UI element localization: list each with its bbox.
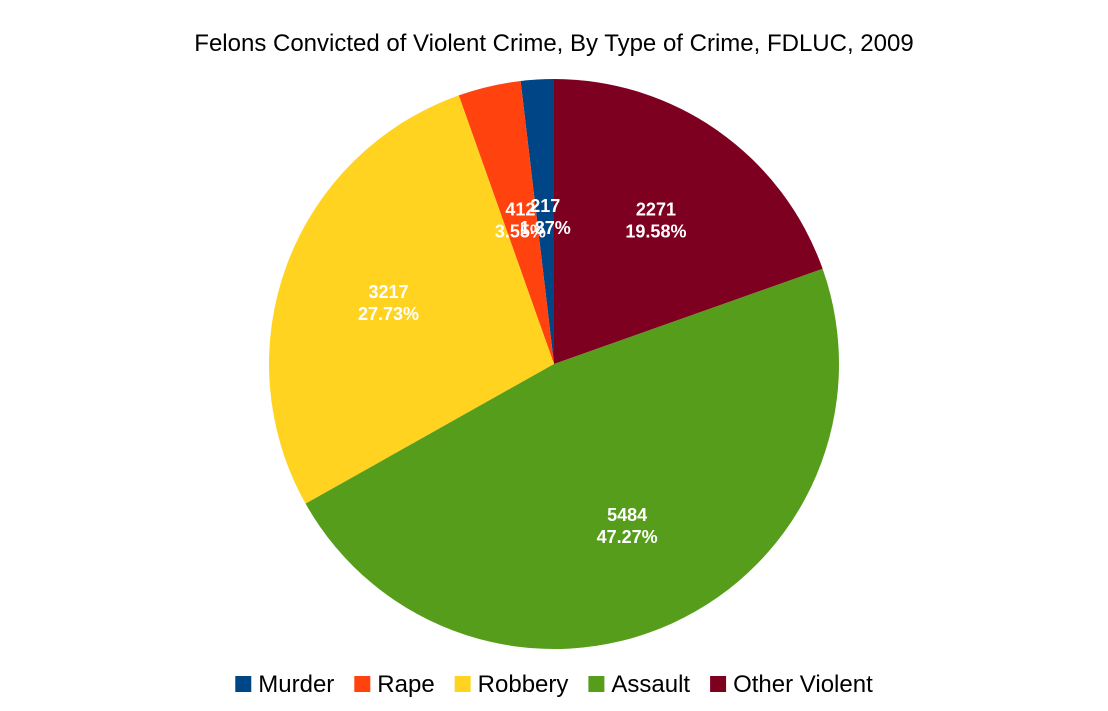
pie-slice-rape — [458, 80, 554, 364]
legend-label-murder: Murder — [258, 671, 334, 698]
pie-slice-other-violent — [554, 79, 823, 364]
slice-percent-label-assault: 47.27% — [597, 527, 658, 547]
slice-percent-label-rape: 3.55% — [495, 222, 546, 242]
legend-swatch-murder — [235, 676, 252, 692]
pie-slice-assault — [305, 268, 839, 649]
legend-label-other-violent: Other Violent — [733, 671, 873, 698]
legend-label-assault: Assault — [611, 671, 690, 698]
legend-label-robbery: Robbery — [478, 671, 569, 698]
legend-swatch-robbery — [454, 676, 471, 692]
legend-swatch-other-violent — [710, 676, 727, 692]
slice-value-label-murder: 217 — [530, 196, 560, 216]
legend-swatch-rape — [354, 676, 371, 692]
legend: Murder Rape Robbery Assault Other Violent — [235, 671, 873, 698]
slice-percent-label-other-violent: 19.58% — [625, 222, 686, 242]
legend-swatch-assault — [588, 676, 605, 692]
pie-slice-robbery — [269, 95, 554, 504]
legend-label-rape: Rape — [377, 671, 434, 698]
slice-value-label-other-violent: 2271 — [636, 200, 676, 220]
slice-percent-label-murder: 1.87% — [520, 218, 571, 238]
slice-percent-label-robbery: 27.73% — [358, 304, 419, 324]
slice-value-label-robbery: 3217 — [369, 282, 409, 302]
slice-value-label-assault: 5484 — [607, 505, 647, 525]
pie-slice-murder — [520, 79, 554, 364]
chart-title: Felons Convicted of Violent Crime, By Ty… — [194, 30, 913, 57]
pie-slices — [269, 79, 839, 649]
slice-value-label-rape: 412 — [505, 200, 535, 220]
